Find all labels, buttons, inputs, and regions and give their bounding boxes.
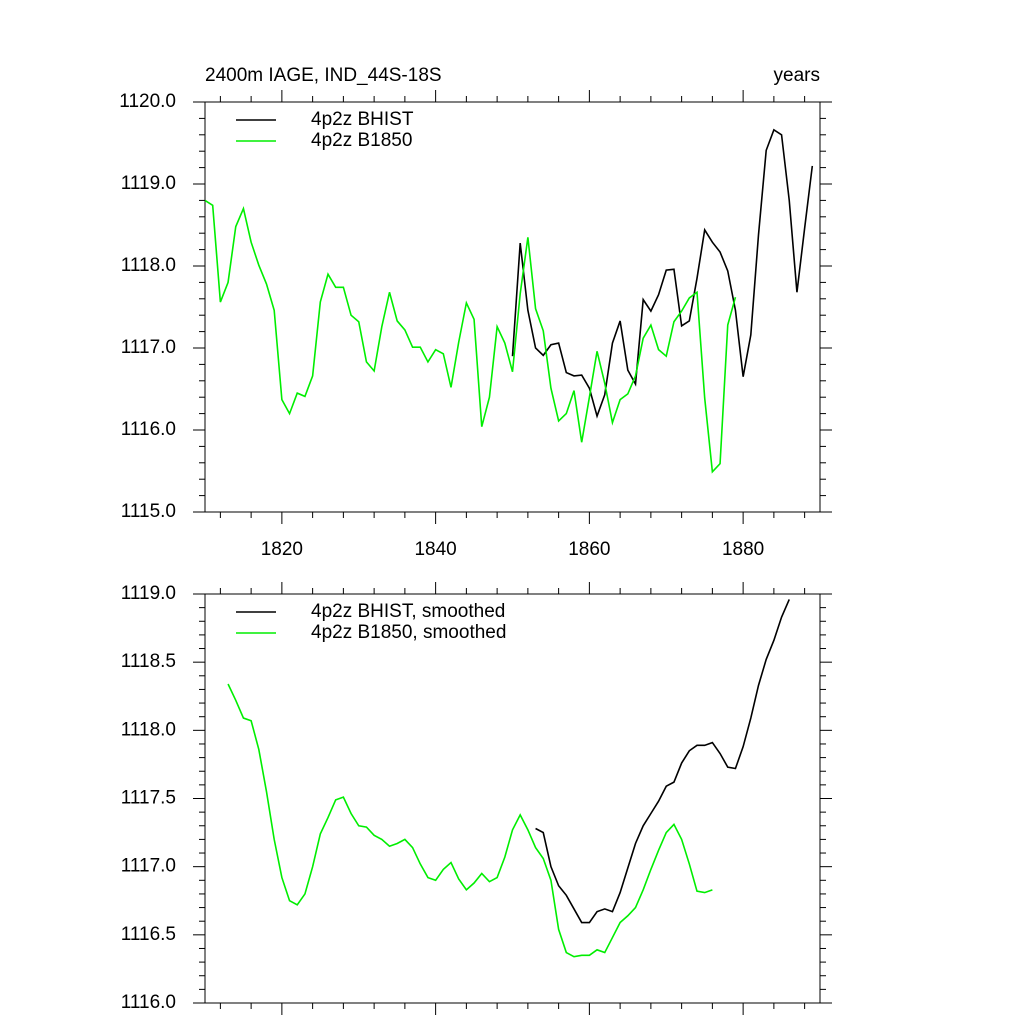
plot-frame (204, 101, 821, 513)
y-tick-label: 1117.0 (121, 856, 176, 877)
series-line (535, 599, 790, 924)
legend-label: 4p2z BHIST (311, 109, 414, 130)
y-tick-label: 1116.0 (121, 992, 176, 1013)
x-tick-label: 1820 (261, 539, 303, 560)
legend-label: 4p2z BHIST, smoothed (311, 601, 505, 622)
y-tick-label: 1120.0 (119, 91, 176, 112)
x-tick-label: 1880 (722, 539, 764, 560)
x-tick-label: 1840 (414, 539, 456, 560)
y-tick-label: 1118.0 (121, 719, 176, 740)
series-line (511, 128, 814, 419)
y-tick-label: 1119.0 (121, 583, 176, 604)
x-tick-label: 1860 (568, 539, 610, 560)
y-tick-label: 1118.0 (121, 255, 176, 276)
y-tick-label: 1117.0 (121, 337, 176, 358)
series-line (204, 199, 737, 474)
y-tick-label: 1118.5 (121, 651, 176, 672)
y-tick-label: 1116.0 (121, 419, 176, 440)
y-tick-label: 1115.0 (121, 501, 176, 522)
y-tick-label: 1119.0 (121, 173, 176, 194)
legend-label: 4p2z B1850 (311, 130, 412, 151)
series-line (227, 683, 713, 958)
chart-title: 2400m IAGE, IND_44S-18S (205, 65, 442, 86)
plot-frame (204, 593, 821, 1004)
legend-label: 4p2z B1850, smoothed (311, 622, 506, 643)
axis-unit-label: years (774, 65, 820, 86)
y-tick-label: 1117.5 (121, 788, 176, 809)
y-tick-label: 1116.5 (121, 924, 176, 945)
